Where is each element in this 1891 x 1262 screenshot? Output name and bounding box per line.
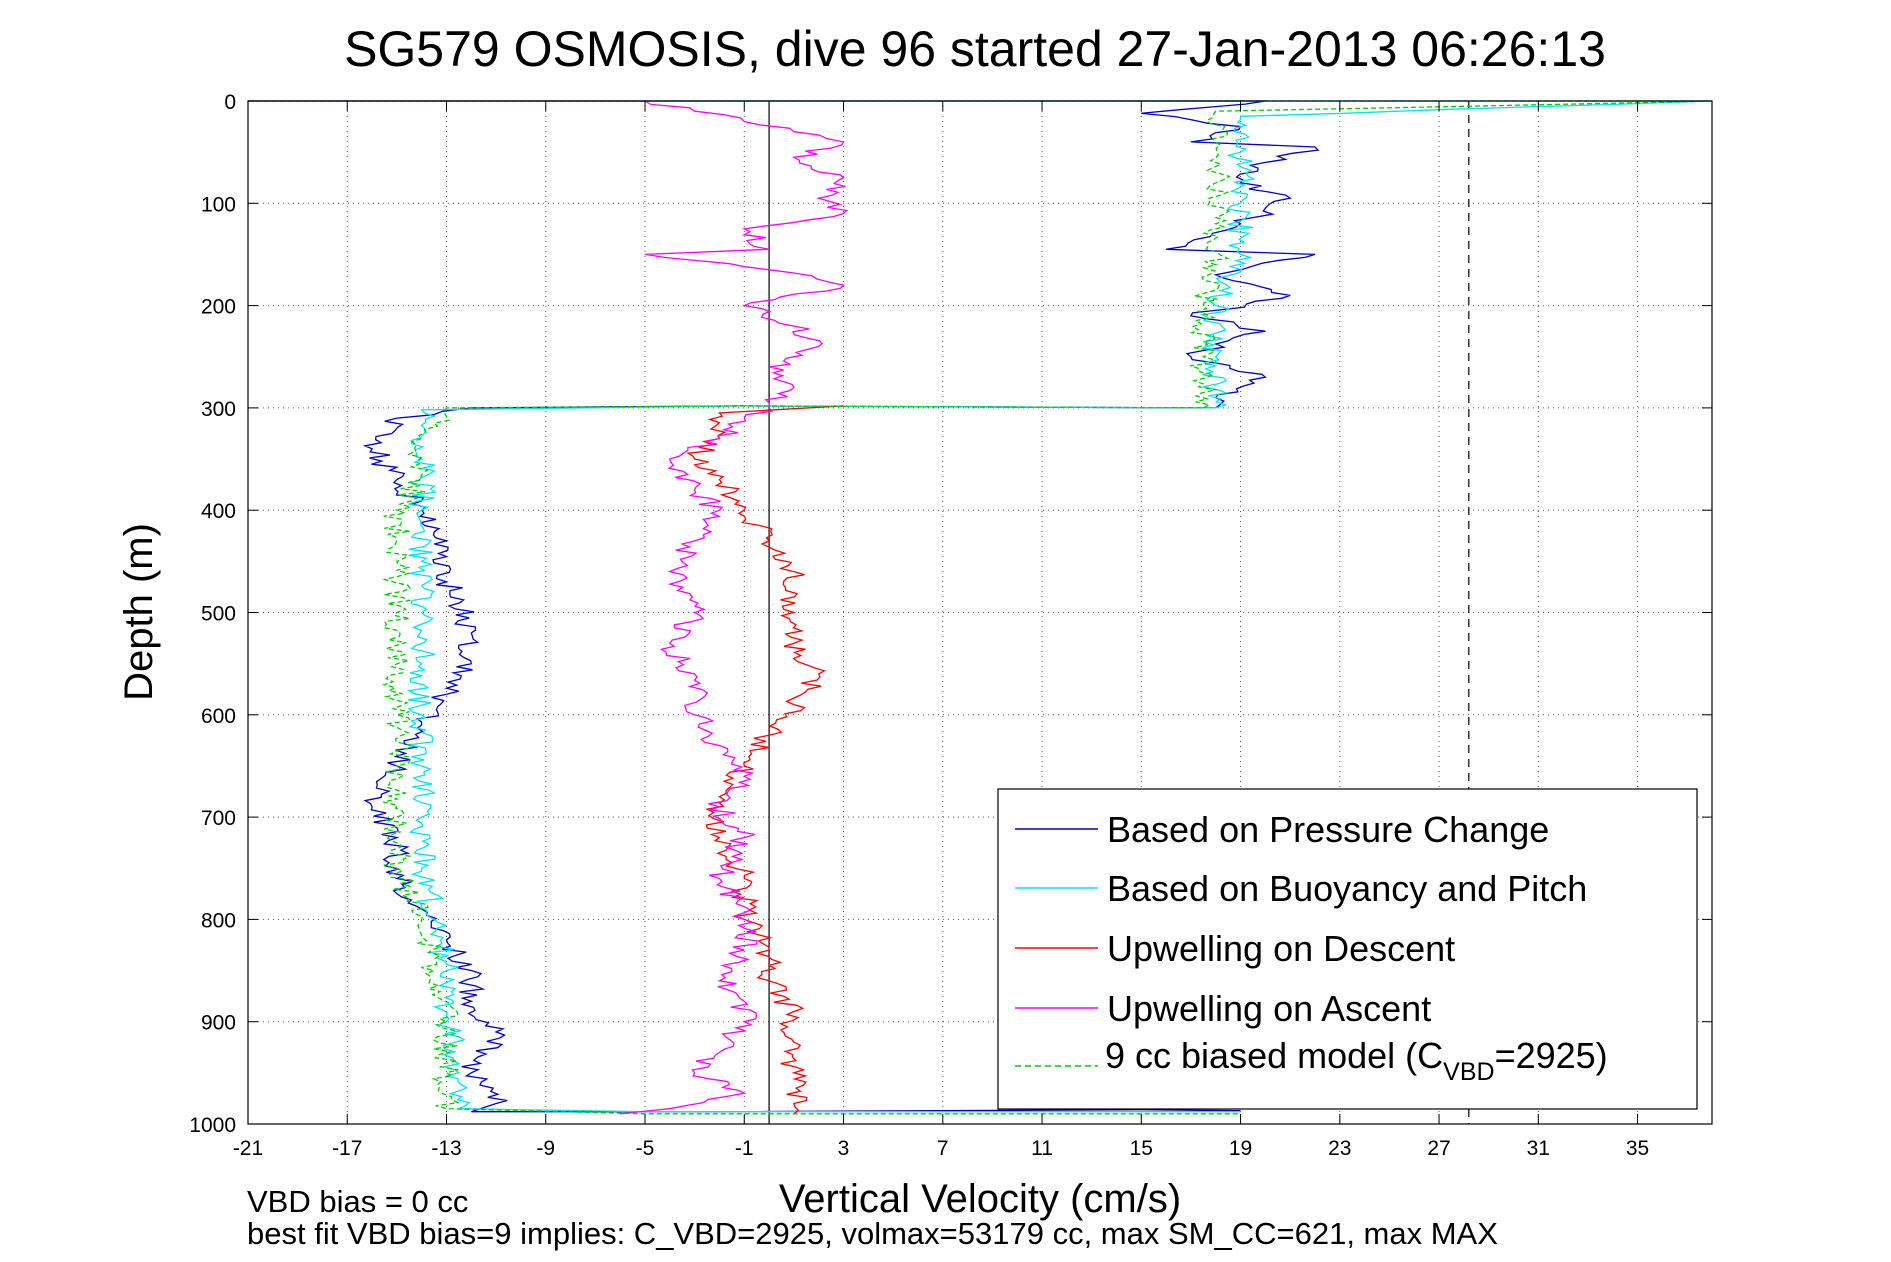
y-tick-label: 900	[201, 1012, 236, 1035]
y-tick-label: 300	[201, 398, 236, 421]
series-line-based-on-buoyancy-and-pitch	[248, 100, 1713, 1113]
legend-label-buoyancy: Based on Buoyancy and Pitch	[1107, 868, 1587, 909]
series-line-based-on-pressure-change	[248, 100, 1320, 1113]
x-tick-label: 7	[937, 1137, 949, 1160]
legend-label-model-subscript: VBD	[1443, 1058, 1494, 1086]
y-tick-label: 100	[201, 193, 236, 216]
y-tick-label: 800	[201, 909, 236, 932]
y-tick-label: 500	[201, 603, 236, 626]
axis-ticks: -21 -17 -13 -9 -5 -1 3 7 11 15 19 23 27 31 35010020030…	[189, 91, 1712, 1160]
legend-label-descent: Upwelling on Descent	[1107, 928, 1455, 969]
legend-label-model-value: =2925)	[1495, 1035, 1608, 1076]
x-tick-label: 15	[1130, 1137, 1153, 1160]
x-tick-label: 23	[1328, 1137, 1351, 1160]
legend-label-ascent: Upwelling on Ascent	[1107, 988, 1431, 1029]
series-layer	[248, 100, 1713, 1115]
y-tick-label: 200	[201, 296, 236, 319]
series-line-upwelling-on-descent	[686, 405, 844, 1115]
x-tick-label: -17	[332, 1137, 362, 1160]
y-tick-label: 400	[201, 500, 236, 523]
footnote-vbd-bias: VBD bias = 0 cc	[247, 1184, 468, 1219]
x-tick-label: 35	[1626, 1137, 1649, 1160]
x-tick-label: 19	[1229, 1137, 1252, 1160]
y-tick-label: 0	[224, 91, 236, 114]
x-tick-label: -13	[431, 1137, 461, 1160]
legend-box	[997, 788, 1698, 1110]
y-tick-label: 700	[201, 807, 236, 830]
chart-title: SG579 OSMOSIS, dive 96 started 27-Jan-20…	[344, 21, 1606, 77]
series-line-9-cc-biased-model-c-vbd-2925	[248, 100, 1713, 1115]
x-axis-label: Vertical Velocity (cm/s)	[779, 1177, 1181, 1221]
legend-label-model: 9 cc biased model (CVBD=2925)	[1105, 1035, 1608, 1086]
footnote-best-fit: best fit VBD bias=9 implies: C_VBD=2925,…	[247, 1216, 1498, 1251]
reference-lines	[768, 101, 1470, 1124]
x-tick-label: 3	[838, 1137, 850, 1160]
series-line-upwelling-on-ascent	[248, 100, 849, 1115]
x-tick-label: 31	[1527, 1137, 1550, 1160]
x-tick-label: -5	[636, 1137, 655, 1160]
y-axis-label: Depth (m)	[117, 523, 161, 701]
x-tick-label: -9	[536, 1137, 555, 1160]
y-tick-label: 1000	[189, 1114, 236, 1137]
legend: Based on Pressure Change Based on Buoyan…	[997, 788, 1698, 1110]
x-tick-label: 27	[1427, 1137, 1450, 1160]
y-tick-label: 600	[201, 705, 236, 728]
x-tick-label: 11	[1031, 1137, 1053, 1160]
x-tick-label: -1	[735, 1137, 754, 1160]
x-tick-label: -21	[233, 1137, 263, 1160]
legend-label-model-main: 9 cc biased model (C	[1105, 1035, 1443, 1076]
legend-label-pressure: Based on Pressure Change	[1107, 809, 1549, 850]
